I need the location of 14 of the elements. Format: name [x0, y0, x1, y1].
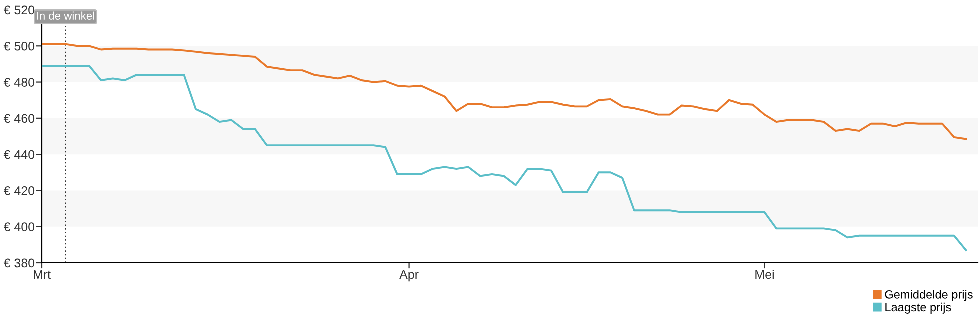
y-tick-label: € 480 [4, 78, 35, 87]
y-tick-label: € 440 [4, 150, 35, 160]
y-tick-label: € 420 [4, 186, 35, 196]
y-tick-label: € 400 [4, 222, 35, 232]
x-tick-label: Apr [400, 270, 419, 282]
y-tick-label: € 520 [4, 6, 35, 15]
x-tick-label: Mei [756, 270, 774, 280]
y-tick-label: € 460 [4, 114, 35, 124]
legend-label: Laagste prijs [886, 302, 952, 314]
x-tick-label: Mrt [34, 270, 51, 280]
annotation: In de winkel [37, 12, 94, 20]
y-tick-label: € 380 [4, 258, 35, 268]
legend-label: Gemiddelde prijs [885, 290, 973, 302]
y-tick-label: € 500 [4, 42, 35, 51]
